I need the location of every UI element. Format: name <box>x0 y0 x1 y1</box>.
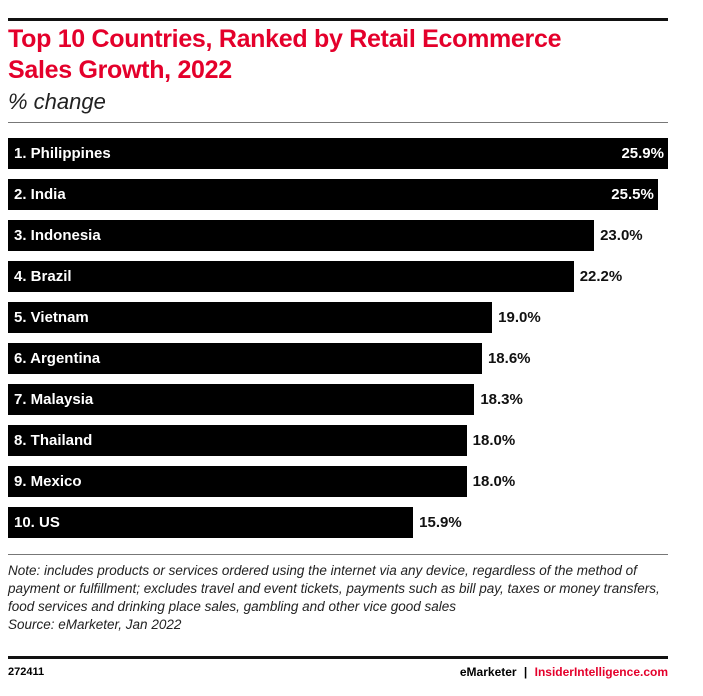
category-label: 2. India <box>14 186 66 203</box>
bar <box>8 425 467 456</box>
value-label: 18.0% <box>472 473 516 490</box>
category-label: 3. Indonesia <box>14 227 101 244</box>
value-label: 25.5% <box>611 186 654 203</box>
bar <box>8 179 658 210</box>
brand-insider: InsiderIntelligence.com <box>534 665 668 679</box>
value-label: 15.9% <box>419 514 462 531</box>
header-rule <box>8 122 668 123</box>
note-rule <box>8 554 668 555</box>
category-label: 5. Vietnam <box>14 309 89 326</box>
bar <box>8 261 574 292</box>
bar <box>8 302 493 333</box>
bar <box>8 138 668 169</box>
bar <box>8 384 475 415</box>
note-text: Note: includes products or services orde… <box>8 563 660 614</box>
source-text: Source: eMarketer, Jan 2022 <box>8 617 182 632</box>
category-label: 6. Argentina <box>14 350 101 367</box>
chart-title: Top 10 Countries, Ranked by Retail Ecomm… <box>8 25 562 84</box>
brand-emarketer: eMarketer <box>459 665 517 679</box>
bar <box>8 220 595 251</box>
footnote: Note: includes products or services orde… <box>8 562 673 634</box>
value-label: 22.2% <box>579 268 623 285</box>
category-label: 9. Mexico <box>14 473 82 490</box>
value-label: 19.0% <box>498 309 541 326</box>
brand-separator: | <box>523 665 528 679</box>
bar <box>8 507 414 538</box>
category-label: 8. Thailand <box>14 432 93 449</box>
category-label: 10. US <box>14 514 60 531</box>
chart-id: 272411 <box>8 666 45 678</box>
value-label: 23.0% <box>600 227 643 244</box>
bar <box>8 343 482 374</box>
category-label: 7. Malaysia <box>14 391 94 408</box>
chart-subtitle: % change <box>8 89 106 114</box>
category-label: 1. Philippines <box>14 145 111 162</box>
bar <box>8 466 467 497</box>
value-label: 18.6% <box>487 350 531 367</box>
bar-chart: 1. Philippines 25.9% 2. India 25.5% 3. Indon… <box>0 138 703 548</box>
bottom-rule <box>8 656 668 659</box>
value-label: 25.9% <box>621 145 664 162</box>
brand-footer: eMarketer | InsiderIntelligence.com <box>460 665 668 679</box>
top-rule <box>8 18 668 21</box>
category-label: 4. Brazil <box>14 268 72 285</box>
value-label: 18.0% <box>472 432 516 449</box>
value-label: 18.3% <box>480 391 523 408</box>
